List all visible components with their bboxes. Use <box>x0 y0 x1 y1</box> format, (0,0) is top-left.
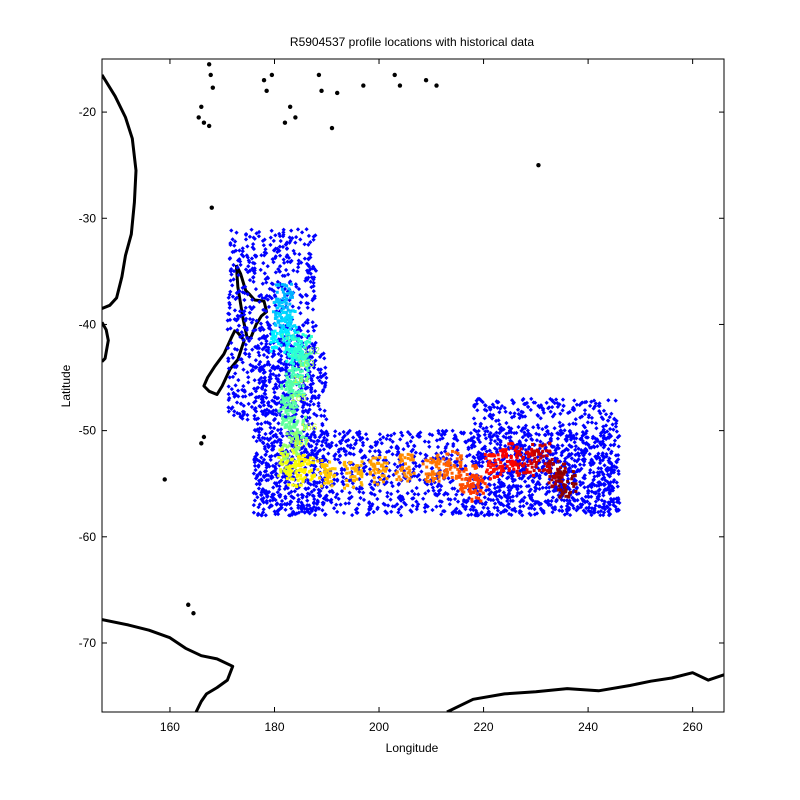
island-marker <box>316 72 322 78</box>
x-tick: 180 <box>264 59 285 734</box>
x-tick: 260 <box>683 59 703 734</box>
island-marker <box>199 104 204 109</box>
x-axis-ticks: 160 180 200 220 240 260 <box>160 59 703 734</box>
x-axis-title: Longitude <box>386 741 439 755</box>
island-marker <box>361 83 366 88</box>
profile-cluster <box>556 469 578 499</box>
island-marker <box>261 78 267 83</box>
island-marker <box>201 120 207 125</box>
island-marker <box>191 611 196 616</box>
profile-cluster <box>342 460 364 490</box>
y-tick: -30 <box>79 211 724 225</box>
y-tick: -60 <box>79 530 724 544</box>
coastline-antarctica-west <box>102 618 235 712</box>
profile-cluster <box>277 309 298 340</box>
island-marker <box>397 83 403 88</box>
y-axis-ticks: -20 -30 -40 -50 -60 -70 <box>79 105 724 650</box>
profile-track-layer <box>269 282 578 503</box>
profile-cluster <box>368 456 389 486</box>
x-tick: 240 <box>578 59 598 734</box>
plot-area: 163 164 165 166 167 162 161 <box>102 62 724 712</box>
x-tick: 160 <box>160 59 180 734</box>
x-tick-label: 200 <box>369 720 389 734</box>
y-tick-label: -50 <box>79 424 97 438</box>
coastline-antarctica-east <box>446 671 724 712</box>
island-marker <box>434 83 439 88</box>
profile-number-label: 164 <box>293 375 310 386</box>
island-marker <box>329 125 335 131</box>
island-marker <box>287 104 293 109</box>
y-tick-label: -40 <box>79 317 97 331</box>
x-tick-label: 160 <box>160 720 180 734</box>
profile-cluster <box>269 328 291 354</box>
island-marker <box>186 602 191 607</box>
island-marker <box>210 85 216 90</box>
coastline-tasmania <box>102 321 110 363</box>
y-tick: -40 <box>79 317 724 331</box>
profile-label-layer: 163 164 165 166 167 162 161 <box>280 332 321 449</box>
island-marker <box>208 72 213 78</box>
x-tick: 200 <box>369 59 389 734</box>
island-marker <box>293 115 298 120</box>
island-marker <box>335 90 340 96</box>
profile-number-label: 165 <box>290 393 307 404</box>
profile-cluster <box>421 453 442 483</box>
island-marker <box>209 205 214 210</box>
x-tick-label: 220 <box>474 720 494 734</box>
profile-number-label: 161 <box>280 332 297 343</box>
island-marker <box>269 72 275 78</box>
y-tick: -20 <box>79 105 724 119</box>
profile-number-label: 166 <box>301 423 318 434</box>
coastline-nz-north <box>234 264 269 340</box>
x-tick-label: 180 <box>264 720 284 734</box>
island-marker <box>206 62 212 67</box>
island-marker <box>162 477 167 482</box>
island-marker <box>392 72 397 78</box>
profile-cluster <box>296 454 317 483</box>
profile-cluster <box>316 458 337 488</box>
historical-data-layer <box>225 227 622 518</box>
profile-cluster <box>394 452 416 483</box>
island-marker <box>282 120 288 125</box>
y-tick-label: -30 <box>79 211 97 225</box>
profile-number-label: 167 <box>293 439 310 450</box>
coastline-layer <box>102 62 724 712</box>
y-axis-title: Latitude <box>59 364 73 407</box>
profile-cluster <box>467 473 489 503</box>
x-tick-label: 240 <box>578 720 598 734</box>
profile-cluster <box>279 378 301 409</box>
profile-number-label: 163 <box>298 359 315 370</box>
island-marker <box>196 115 201 120</box>
axes-frame <box>101 58 725 713</box>
x-tick: 220 <box>474 59 494 734</box>
y-tick-label: -70 <box>79 636 97 650</box>
island-marker <box>536 162 541 168</box>
island-marker <box>319 88 324 94</box>
island-marker <box>201 434 207 440</box>
coastline-australia <box>102 74 138 310</box>
y-tick-label: -60 <box>79 530 97 544</box>
y-tick: -50 <box>79 424 724 438</box>
island-marker <box>264 88 269 94</box>
y-tick-label: -20 <box>79 105 97 119</box>
plot-title: R5904537 profile locations with historic… <box>290 35 534 49</box>
y-tick: -70 <box>79 636 724 650</box>
profile-number-label: 162 <box>303 346 320 357</box>
island-marker <box>199 441 204 446</box>
island-marker <box>206 123 212 129</box>
x-tick-label: 260 <box>683 720 703 734</box>
coastline-nz-south <box>202 328 246 396</box>
island-marker <box>423 78 429 83</box>
profile-cluster <box>442 449 463 480</box>
